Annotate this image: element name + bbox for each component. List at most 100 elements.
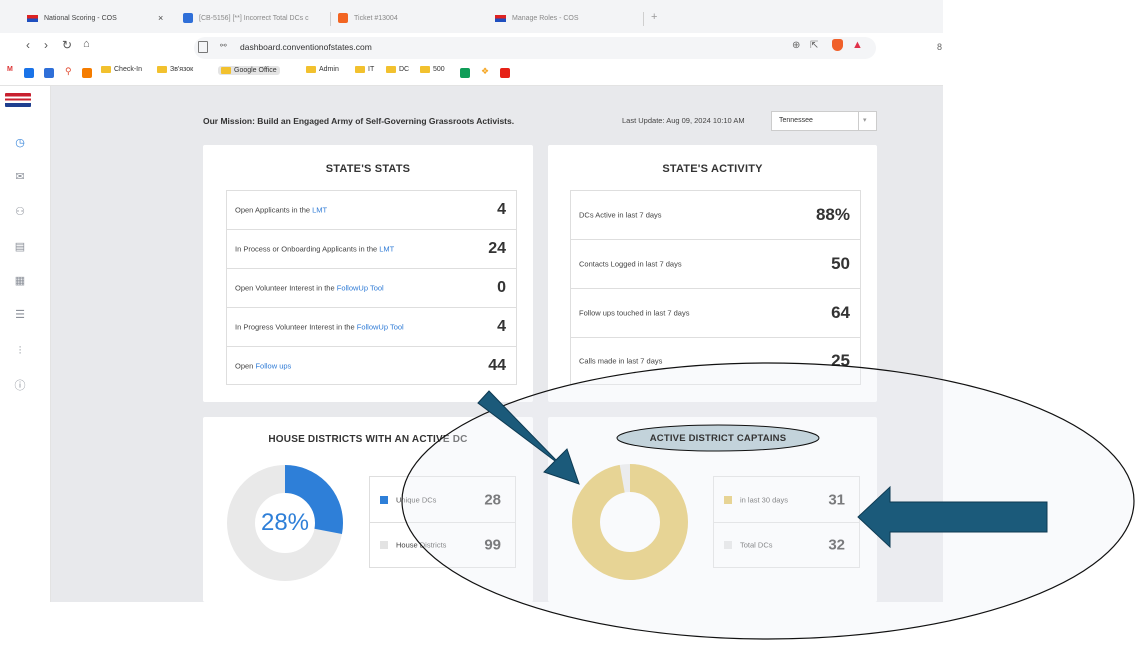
legend-row: Unique DCs 28	[370, 477, 515, 523]
tab-jira-ticket[interactable]: [CB-5156] [**] Incorrect Total DCs c	[183, 8, 309, 28]
bookmark-check-in[interactable]: Check-In	[101, 66, 142, 73]
url-text[interactable]: dashboard.conventionofstates.com	[240, 42, 372, 52]
lmt-link[interactable]: LMT	[379, 244, 395, 254]
select-divider	[858, 112, 859, 130]
bookmark-it[interactable]: IT	[355, 66, 374, 73]
stat-value: 4	[497, 201, 506, 218]
house-districts-legend: Unique DCs 28 House Districts 99	[369, 476, 516, 568]
activity-value: 64	[831, 303, 850, 322]
folder-icon	[306, 66, 316, 73]
donut-segment-unique-dcs	[227, 465, 343, 581]
cos-logo[interactable]	[5, 93, 31, 107]
tab-manage-roles[interactable]: Manage Roles - COS	[495, 8, 579, 28]
pin-icon[interactable]: ⚲	[65, 66, 72, 76]
lmt-link[interactable]: LMT	[312, 205, 328, 215]
stat-value: 0	[497, 279, 506, 296]
site-info-icon[interactable]: ⚯	[220, 41, 227, 50]
last-update: Last Update: Aug 09, 2024 10:10 AM	[622, 116, 745, 125]
house-districts-title: HOUSE DISTRICTS WITH AN ACTIVE DC	[268, 434, 468, 445]
list-icon[interactable]: ☰	[15, 309, 25, 321]
legend-swatch	[380, 495, 388, 504]
folder-icon	[221, 67, 231, 74]
folder-icon	[157, 66, 167, 73]
stat-value: 44	[488, 356, 506, 374]
jira-icon	[183, 13, 193, 23]
close-tab-icon[interactable]: ×	[158, 13, 164, 23]
users-icon[interactable]: ⚇	[15, 206, 25, 218]
stat-row: Open Applicants in the LMT 4	[227, 191, 516, 230]
new-tab-icon[interactable]: +	[651, 11, 658, 23]
legend-swatch	[724, 495, 732, 504]
tab-divider	[330, 12, 331, 26]
legend-swatch	[724, 540, 732, 549]
followup-tool-link[interactable]: FollowUp Tool	[356, 322, 404, 332]
reload-icon[interactable]: ↻	[62, 38, 73, 52]
sheets-icon[interactable]	[460, 68, 470, 78]
activity-value: 88%	[815, 205, 850, 224]
folder-icon	[101, 66, 111, 73]
folder-icon	[386, 66, 396, 73]
chevron-down-icon: ▾	[863, 117, 867, 124]
bookmark-admin[interactable]: Admin	[306, 66, 339, 73]
extension-icon[interactable]: ❖	[481, 66, 490, 76]
forward-icon[interactable]: ›	[44, 38, 48, 52]
inbox-icon[interactable]: ✉	[15, 171, 25, 183]
flag-icon	[495, 14, 506, 22]
activity-value: 25	[831, 351, 850, 370]
house-districts-donut	[227, 465, 343, 581]
grid-icon[interactable]: ▦	[14, 275, 26, 287]
app-sidebar	[0, 86, 51, 602]
ticket-icon	[338, 13, 348, 23]
documents-icon[interactable]: ▤	[14, 241, 26, 253]
legend-row: in last 30 days 31	[714, 477, 859, 523]
stat-value: 4	[497, 318, 506, 335]
activity-value: 50	[831, 254, 850, 273]
jira-icon[interactable]	[44, 68, 54, 78]
flag-icon	[27, 14, 38, 22]
bookmark-icon[interactable]	[198, 41, 208, 53]
folder-icon	[355, 66, 365, 73]
bookmarks-bar	[0, 61, 943, 86]
states-stats-list: Open Applicants in the LMT 4 In Process …	[226, 190, 517, 385]
legend-swatch	[380, 540, 388, 549]
calendar-icon[interactable]	[24, 68, 34, 78]
activity-row: Follow ups touched in last 7 days 64	[571, 289, 860, 338]
blogger-icon[interactable]	[82, 68, 92, 78]
bookmark-dc[interactable]: DC	[386, 66, 409, 73]
tab-divider	[643, 12, 644, 26]
active-dcs-legend: in last 30 days 31 Total DCs 32	[713, 476, 860, 568]
home-icon[interactable]: ⌂	[83, 38, 90, 50]
bookmark-500[interactable]: 500	[420, 66, 445, 73]
youtube-icon[interactable]	[500, 68, 510, 78]
brave-shield-icon[interactable]	[832, 39, 843, 51]
extensions-icon[interactable]: 8	[937, 42, 943, 52]
gmail-icon[interactable]: M	[7, 66, 13, 73]
browser-tab-bar	[0, 0, 943, 33]
activity-row: Calls made in last 7 days 25	[579, 351, 850, 370]
active-dcs-percent: 97%	[605, 508, 655, 535]
activity-row: DCs Active in last 7 days 88%	[571, 191, 860, 240]
states-stats-title: STATE'S STATS	[325, 163, 411, 175]
bookmark-zviazok[interactable]: Зв'язок	[157, 66, 193, 73]
folder-icon	[420, 66, 430, 73]
followup-tool-link[interactable]: FollowUp Tool	[336, 283, 384, 293]
tab-ticket[interactable]: Ticket #13004	[338, 8, 398, 28]
bookmark-google-office[interactable]: Google Office	[218, 66, 280, 75]
share-icon[interactable]: ⇱	[810, 40, 819, 51]
legend-row: Total DCs 32	[714, 522, 859, 567]
stat-value: 24	[488, 240, 506, 257]
tab-national-scoring[interactable]: National Scoring - COS	[27, 8, 117, 28]
mission-statement: Our Mission: Build an Engaged Army of Se…	[203, 116, 515, 126]
dashboard-icon[interactable]: ◷	[15, 137, 25, 149]
states-activity-list: DCs Active in last 7 days 88% Contacts L…	[570, 190, 861, 385]
follow-ups-link[interactable]: Follow ups	[255, 361, 292, 370]
address-bar[interactable]	[194, 37, 876, 59]
settings-sliders-icon[interactable]: ⫶	[18, 345, 22, 357]
state-select[interactable]: Tennessee ▾	[771, 111, 877, 131]
zoom-icon[interactable]: ⊕	[792, 40, 801, 51]
active-dcs-title: ACTIVE DISTRICT CAPTAINS	[649, 433, 787, 444]
stat-row: In Process or Onboarding Applicants in t…	[227, 230, 516, 269]
back-icon[interactable]: ‹	[26, 38, 30, 52]
help-icon[interactable]: ⓘ	[14, 380, 26, 392]
rewards-icon[interactable]: ▲	[852, 39, 863, 51]
